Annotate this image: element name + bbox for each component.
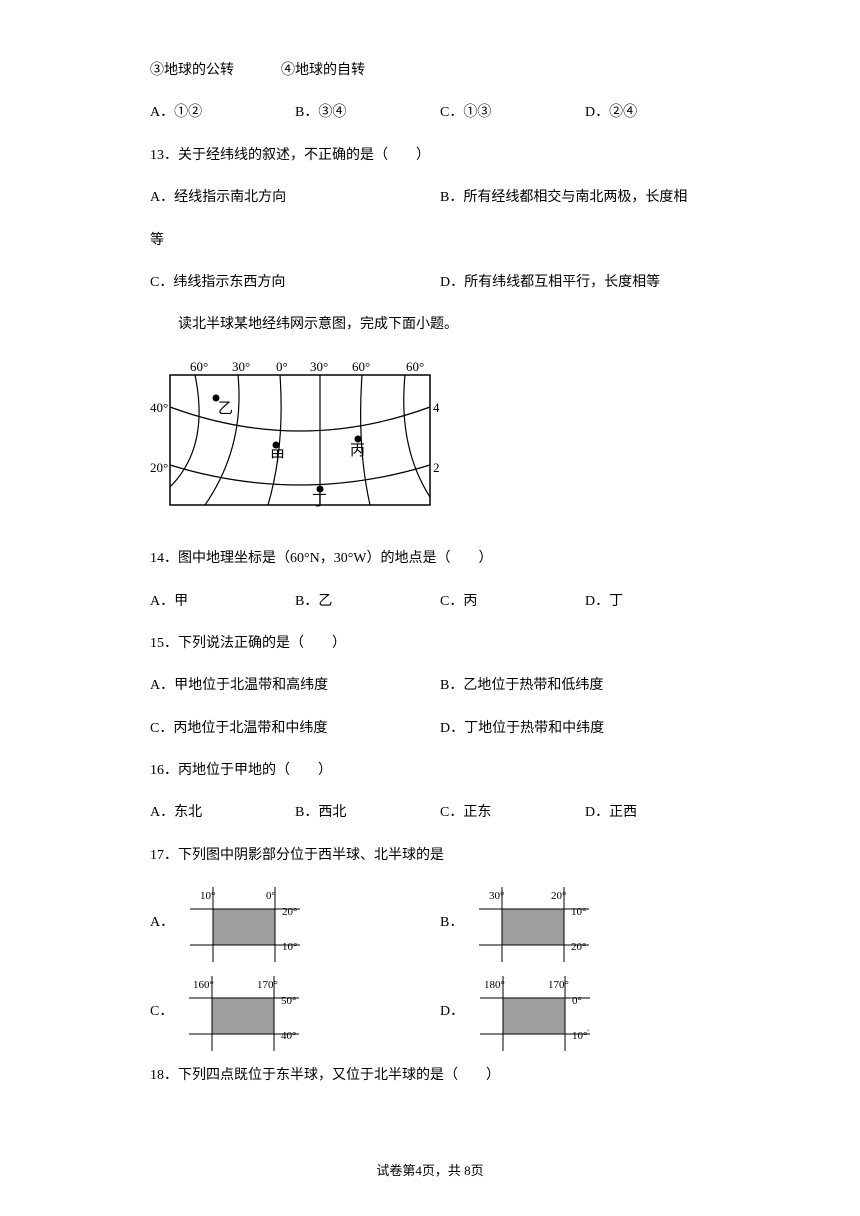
q17-opt-c[interactable]: C． 160° 170° 50° 40° bbox=[150, 976, 440, 1051]
svg-text:60°: 60° bbox=[352, 359, 370, 374]
q13-opt-c[interactable]: C．纬线指示东西方向 bbox=[150, 272, 440, 294]
map-label-ding: 丁 bbox=[312, 493, 327, 509]
q13-opt-b[interactable]: B．所有经线都相交与南北两极，长度相 bbox=[440, 187, 730, 209]
q17-opt-b[interactable]: B． 30° 20° 10° 20° bbox=[440, 887, 730, 962]
q17-opt-d[interactable]: D． 180° 170° 0° 10°' bbox=[440, 976, 730, 1051]
q13-opt-a[interactable]: A．经线指示南北方向 bbox=[150, 187, 440, 209]
svg-text:20°: 20° bbox=[571, 941, 586, 953]
svg-text:160°: 160° bbox=[193, 979, 214, 991]
svg-text:60°: 60° bbox=[406, 359, 424, 374]
q18-stem: 18．下列四点既位于东半球，又位于北半球的是（ ） bbox=[150, 1065, 730, 1087]
svg-text:40°: 40° bbox=[433, 400, 440, 415]
item3: ③地球的公转 bbox=[150, 63, 234, 78]
svg-text:170°: 170° bbox=[548, 979, 569, 991]
q17-row1: A． 10° 0° 20° 10° B． 30° 20° 10° 20° bbox=[150, 887, 730, 962]
svg-text:30°: 30° bbox=[489, 890, 504, 902]
svg-text:60°: 60° bbox=[190, 359, 208, 374]
svg-text:40°: 40° bbox=[150, 400, 168, 415]
q12-opt-a[interactable]: A．①② bbox=[150, 102, 295, 124]
svg-text:40°: 40° bbox=[281, 1030, 296, 1042]
svg-text:10°': 10°' bbox=[572, 1028, 589, 1042]
q17-d-letter: D． bbox=[440, 1001, 464, 1023]
q17-d-svg: 180° 170° 0° 10°' bbox=[470, 976, 610, 1051]
q13-opts-row1: A．经线指示南北方向 B．所有经线都相交与南北两极，长度相 bbox=[150, 187, 730, 209]
q17-opt-a[interactable]: A． 10° 0° 20° 10° bbox=[150, 887, 440, 962]
q15-opts-row1: A．甲地位于北温带和高纬度 B．乙地位于热带和低纬度 bbox=[150, 675, 730, 697]
q17-b-svg: 30° 20° 10° 20° bbox=[469, 887, 609, 962]
q15-stem: 15．下列说法正确的是（ ） bbox=[150, 633, 730, 655]
q17-row2: C． 160° 170° 50° 40° D． 180° 170° 0° 10°… bbox=[150, 976, 730, 1051]
intro14: 读北半球某地经纬网示意图，完成下面小题。 bbox=[150, 314, 730, 336]
q16-opt-a[interactable]: A．东北 bbox=[150, 802, 295, 824]
svg-text:0°: 0° bbox=[572, 995, 582, 1007]
svg-text:50°: 50° bbox=[281, 995, 296, 1007]
q12-opt-b[interactable]: B．③④ bbox=[295, 102, 440, 124]
q17-c-letter: C． bbox=[150, 1001, 173, 1023]
q13-opt-d[interactable]: D．所有纬线都互相平行，长度相等 bbox=[440, 272, 730, 294]
q15-opts-row2: C．丙地位于北温带和中纬度 D．丁地位于热带和中纬度 bbox=[150, 718, 730, 740]
item4: ④地球的自转 bbox=[281, 63, 365, 78]
q16-opt-b[interactable]: B．西北 bbox=[295, 802, 440, 824]
q17-a-svg: 10° 0° 20° 10° bbox=[180, 887, 320, 962]
q14-opt-c[interactable]: C．丙 bbox=[440, 591, 585, 613]
q12-opt-c[interactable]: C．①③ bbox=[440, 102, 585, 124]
svg-text:170°: 170° bbox=[257, 979, 278, 991]
svg-text:0°: 0° bbox=[276, 359, 288, 374]
q12-item-line: ③地球的公转 ④地球的自转 bbox=[150, 60, 730, 82]
q17-b-letter: B． bbox=[440, 912, 463, 934]
latlon-map: 乙 甲 丙 丁 60° 30° 0° 30° 60° 60° 40° 20° 4… bbox=[150, 357, 730, 530]
svg-text:20°: 20° bbox=[282, 906, 297, 918]
q16-stem: 16．丙地位于甲地的（ ） bbox=[150, 760, 730, 782]
map-label-jia: 甲 bbox=[270, 449, 285, 465]
q12-options: A．①② B．③④ C．①③ D．②④ bbox=[150, 102, 730, 124]
q14-opt-d[interactable]: D．丁 bbox=[585, 591, 730, 613]
q14-opt-a[interactable]: A．甲 bbox=[150, 591, 295, 613]
q15-opt-c[interactable]: C．丙地位于北温带和中纬度 bbox=[150, 718, 440, 740]
svg-text:30°: 30° bbox=[232, 359, 250, 374]
q12-opt-d[interactable]: D．②④ bbox=[585, 102, 730, 124]
q15-opt-a[interactable]: A．甲地位于北温带和高纬度 bbox=[150, 675, 440, 697]
q14-opt-b[interactable]: B．乙 bbox=[295, 591, 440, 613]
svg-text:10°: 10° bbox=[282, 941, 297, 953]
svg-text:20°: 20° bbox=[551, 890, 566, 902]
q17-c-svg: 160° 170° 50° 40° bbox=[179, 976, 319, 1051]
q15-opt-b[interactable]: B．乙地位于热带和低纬度 bbox=[440, 675, 730, 697]
q14-stem: 14．图中地理坐标是（60°N，30°W）的地点是（ ） bbox=[150, 548, 730, 570]
q15-opt-d[interactable]: D．丁地位于热带和中纬度 bbox=[440, 718, 730, 740]
map-label-yi: 乙 bbox=[218, 401, 233, 417]
svg-text:0°: 0° bbox=[266, 890, 276, 902]
svg-text:20°: 20° bbox=[433, 460, 440, 475]
page-footer: 试卷第4页，共 8页 bbox=[0, 1161, 860, 1182]
q13-opts-row2: C．纬线指示东西方向 D．所有纬线都互相平行，长度相等 bbox=[150, 272, 730, 294]
q17-a-letter: A． bbox=[150, 912, 174, 934]
q13-opt-b-cont: 等 bbox=[150, 230, 730, 252]
q16-options: A．东北 B．西北 C．正东 D．正西 bbox=[150, 802, 730, 824]
svg-text:180°: 180° bbox=[484, 979, 505, 991]
q16-opt-c[interactable]: C．正东 bbox=[440, 802, 585, 824]
q13-stem: 13．关于经纬线的叙述，不正确的是（ ） bbox=[150, 145, 730, 167]
svg-text:10°: 10° bbox=[200, 890, 215, 902]
svg-text:20°: 20° bbox=[150, 460, 168, 475]
map-label-bing: 丙 bbox=[350, 443, 365, 459]
svg-text:10°: 10° bbox=[571, 906, 586, 918]
svg-text:30°: 30° bbox=[310, 359, 328, 374]
q14-options: A．甲 B．乙 C．丙 D．丁 bbox=[150, 591, 730, 613]
q17-stem: 17．下列图中阴影部分位于西半球、北半球的是 bbox=[150, 845, 730, 867]
q16-opt-d[interactable]: D．正西 bbox=[585, 802, 730, 824]
